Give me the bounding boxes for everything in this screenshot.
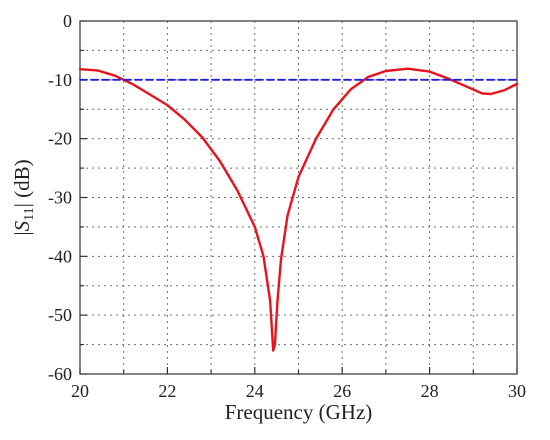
y-tick-label: -30 (48, 188, 72, 208)
x-tick-label: 24 (246, 381, 264, 401)
x-tick-label: 30 (508, 381, 526, 401)
y-tick-label: -10 (48, 70, 72, 90)
y-axis-title: |S11| (dB) (10, 159, 37, 235)
s11-curve (78, 67, 519, 352)
y-tick-label: -20 (48, 129, 72, 149)
y-tick-label: 0 (63, 11, 72, 31)
y-axis-title-subscript: 11 (22, 207, 37, 220)
y-tick-labels: 0 -10 -20 -30 -40 -50 -60 (48, 11, 72, 384)
x-tick-label: 20 (71, 381, 89, 401)
y-axis-title-suffix: | (dB) (10, 159, 34, 207)
x-tick-label: 28 (421, 381, 439, 401)
tick-marks (79, 20, 518, 375)
series-group (78, 67, 519, 352)
x-tick-labels: 20 22 24 26 28 30 (71, 381, 526, 401)
y-tick-label: -40 (48, 246, 72, 266)
y-axis-title-symbol: S (10, 220, 34, 231)
y-tick-label: -50 (48, 305, 72, 325)
grid-lines (80, 21, 517, 374)
x-axis-title: Frequency (GHz) (225, 400, 373, 424)
y-tick-label: -60 (48, 364, 72, 384)
y-axis-title-prefix: | (10, 231, 34, 235)
x-tick-label: 22 (158, 381, 176, 401)
x-tick-label: 26 (333, 381, 351, 401)
